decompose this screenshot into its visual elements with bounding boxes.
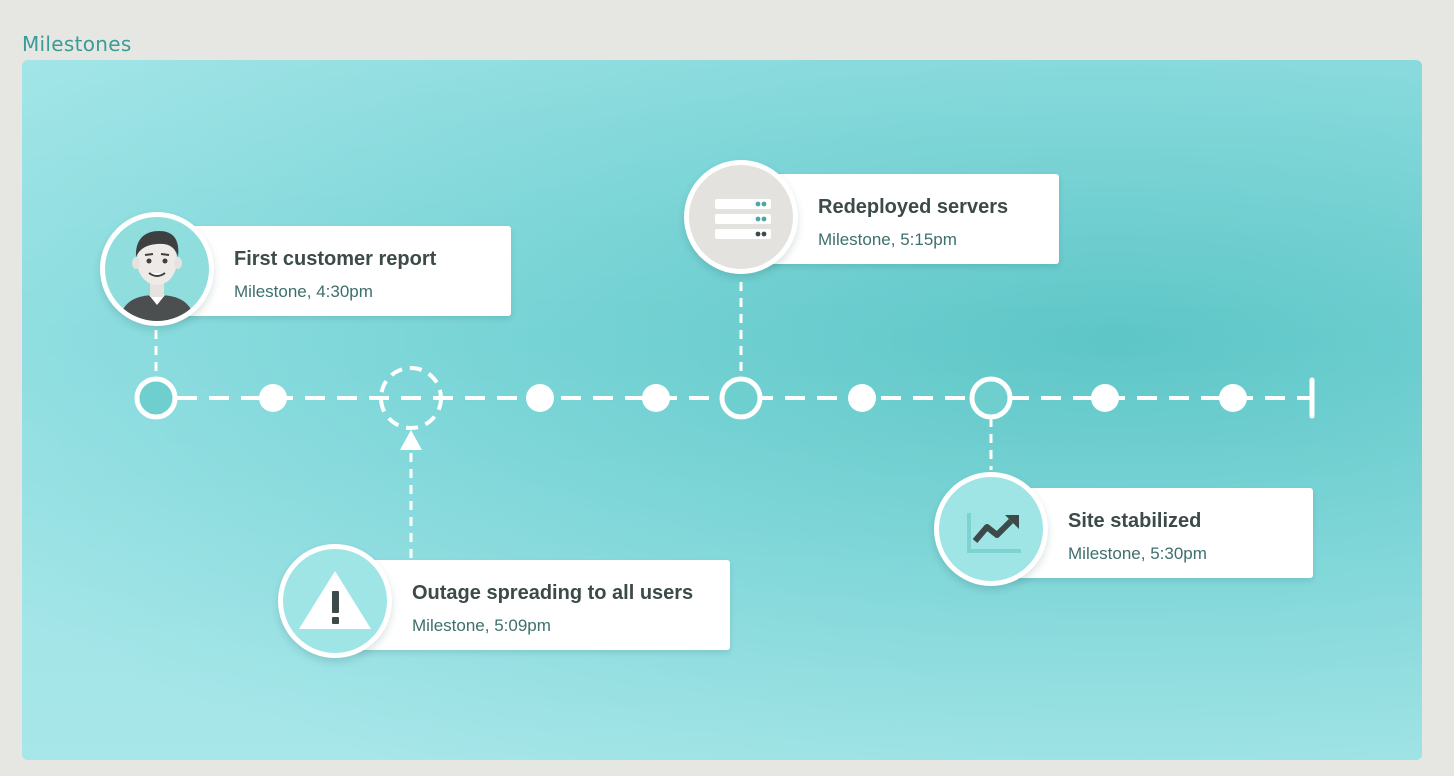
warning-icon [278,544,392,658]
milestone-subtitle: Milestone, 5:30pm [1068,544,1207,563]
timeline-dot [259,384,287,412]
milestone-subtitle: Milestone, 5:09pm [412,616,551,635]
timeline-node-outage-spreading [379,366,443,430]
timeline-dot [1219,384,1247,412]
milestone-title: Redeployed servers [818,196,1009,218]
timeline-dot [526,384,554,412]
milestone-title: First customer report [234,248,437,270]
connector-arrowhead [400,430,422,450]
milestone-title: Outage spreading to all users [412,582,694,604]
milestone-card-first-customer-report[interactable]: First customer report Milestone, 4:30pm [156,226,511,316]
page-title: Milestones [22,32,132,56]
milestone-subtitle: Milestone, 5:15pm [818,230,957,249]
person-avatar-icon [100,212,214,326]
server-icon [684,160,798,274]
milestone-title: Site stabilized [1068,510,1202,532]
milestone-card-outage-spreading[interactable]: Outage spreading to all users Milestone,… [356,560,730,650]
timeline-dot [642,384,670,412]
timeline-dot [1091,384,1119,412]
timeline-node-redeployed-servers [719,376,763,420]
timeline-node-first-customer-report [134,376,178,420]
timeline-node-site-stabilized [969,376,1013,420]
timeline-dot [848,384,876,412]
milestones-panel: First customer report Milestone, 4:30pm [22,60,1422,760]
timeline [134,282,1315,558]
trend-up-chart-icon [934,472,1048,586]
milestone-subtitle: Milestone, 4:30pm [234,282,373,301]
